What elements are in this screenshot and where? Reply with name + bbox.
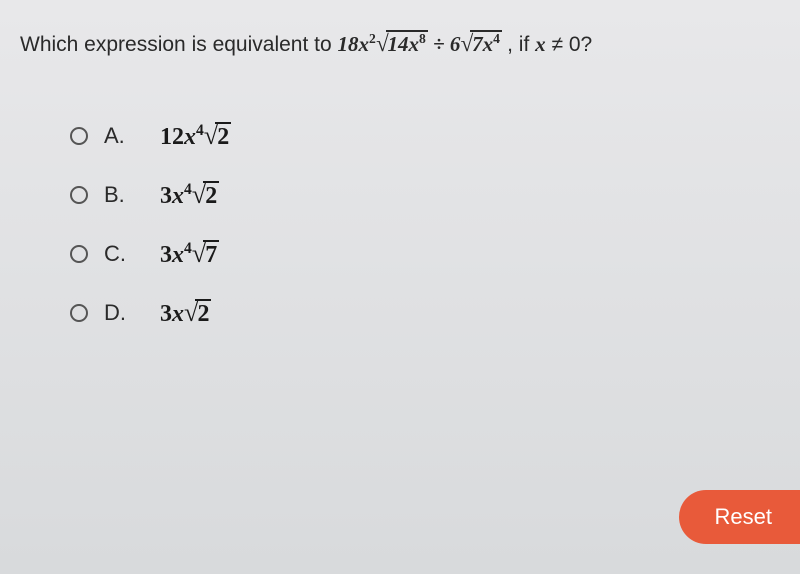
question-condition: , if x ≠ 0? — [507, 33, 592, 56]
option-c[interactable]: C. 3x4√7 — [70, 238, 231, 269]
answer-options: A. 12x4√2 B. 3x4√2 C. 3x4√7 D. 3x√2 — [70, 120, 231, 356]
option-letter: C. — [104, 241, 132, 267]
option-d[interactable]: D. 3x√2 — [70, 297, 231, 328]
option-letter: D. — [104, 300, 132, 326]
reset-button[interactable]: Reset — [679, 490, 800, 544]
option-a[interactable]: A. 12x4√2 — [70, 120, 231, 151]
radio-icon[interactable] — [70, 245, 88, 263]
option-expression: 3x4√7 — [160, 238, 219, 269]
question-prompt: Which expression is equivalent to 18x2√1… — [20, 30, 790, 57]
option-letter: B. — [104, 182, 132, 208]
option-expression: 12x4√2 — [160, 120, 231, 151]
question-expression: 18x2√14x8 ÷ 6√7x4 — [338, 32, 508, 56]
option-expression: 3x4√2 — [160, 179, 219, 210]
question-prefix: Which expression is equivalent to — [20, 33, 338, 56]
radio-icon[interactable] — [70, 304, 88, 322]
option-b[interactable]: B. 3x4√2 — [70, 179, 231, 210]
option-letter: A. — [104, 123, 132, 149]
option-expression: 3x√2 — [160, 297, 211, 328]
radio-icon[interactable] — [70, 127, 88, 145]
radio-icon[interactable] — [70, 186, 88, 204]
